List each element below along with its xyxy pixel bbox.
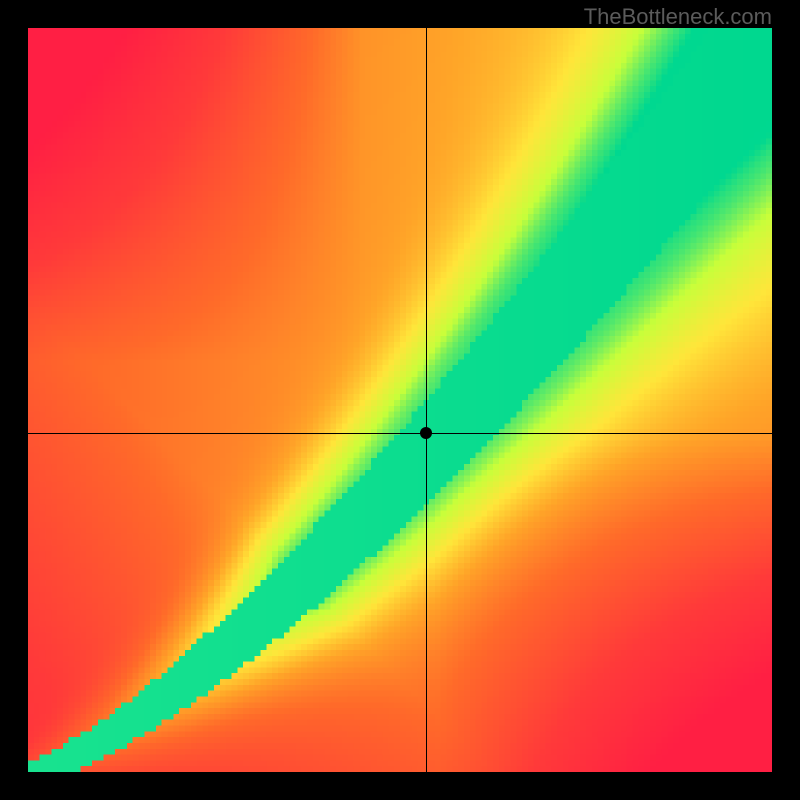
root-container: { "attribution": { "text": "TheBottlenec… bbox=[0, 0, 800, 800]
attribution-text: TheBottleneck.com bbox=[584, 4, 772, 30]
crosshair-vertical bbox=[426, 28, 427, 772]
bottleneck-heatmap bbox=[28, 28, 772, 772]
crosshair-horizontal bbox=[28, 433, 772, 434]
